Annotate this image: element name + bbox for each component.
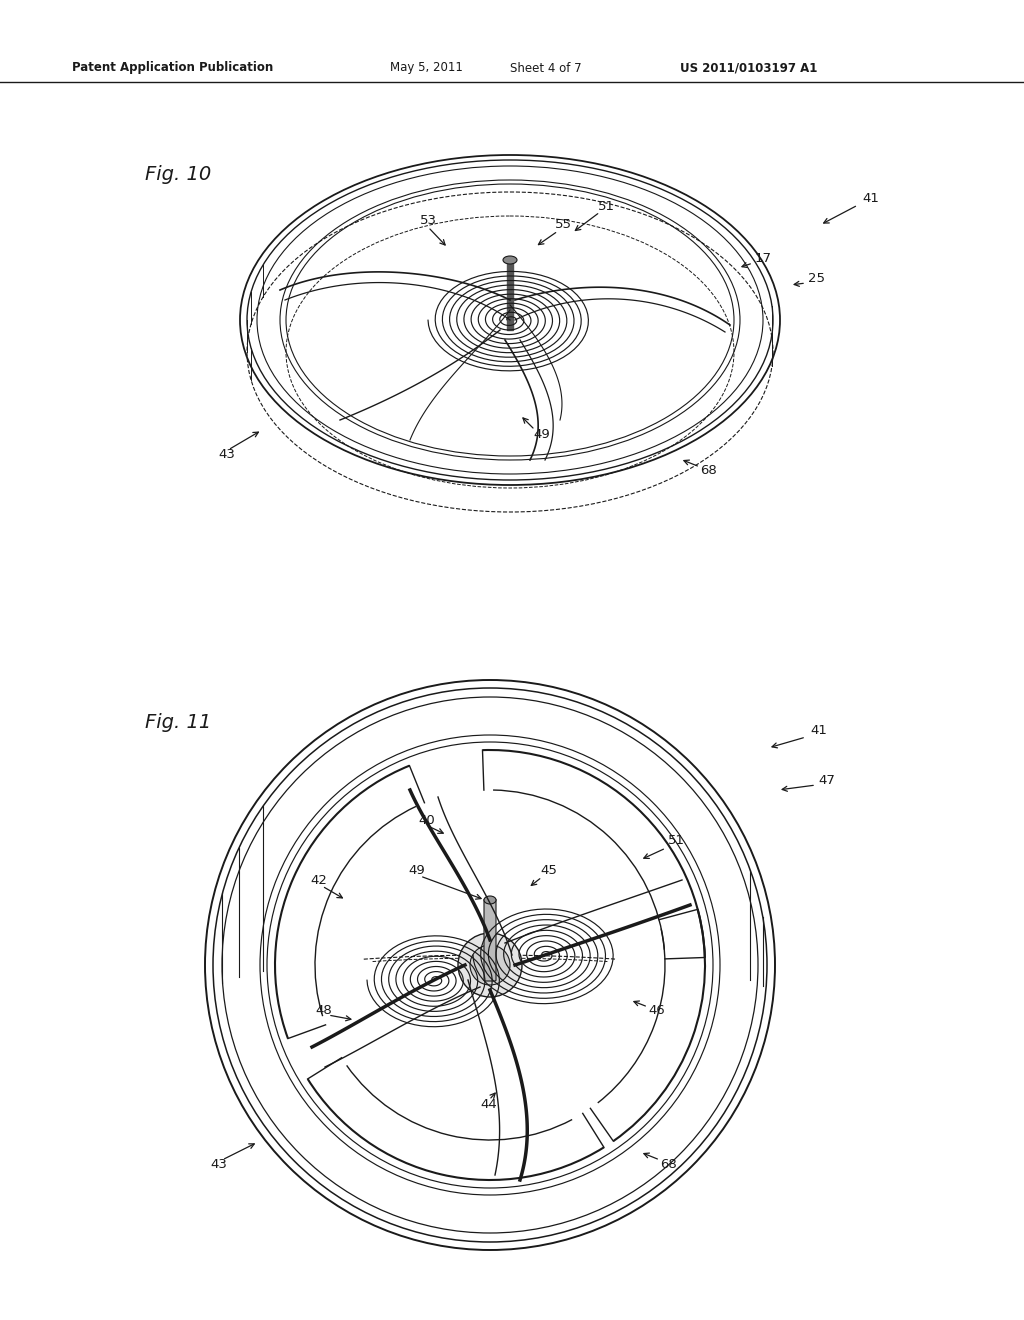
Text: 55: 55 bbox=[555, 219, 572, 231]
Text: 25: 25 bbox=[808, 272, 825, 285]
Text: Fig. 11: Fig. 11 bbox=[145, 713, 211, 731]
Text: 17: 17 bbox=[755, 252, 772, 264]
Text: 45: 45 bbox=[540, 863, 557, 876]
Text: 41: 41 bbox=[810, 723, 826, 737]
Text: 53: 53 bbox=[420, 214, 437, 227]
Text: 47: 47 bbox=[818, 774, 835, 787]
Text: 68: 68 bbox=[660, 1159, 677, 1172]
Text: 42: 42 bbox=[310, 874, 327, 887]
Text: Sheet 4 of 7: Sheet 4 of 7 bbox=[510, 62, 582, 74]
Text: 48: 48 bbox=[315, 1003, 332, 1016]
Text: Fig. 10: Fig. 10 bbox=[145, 165, 211, 185]
FancyBboxPatch shape bbox=[484, 899, 496, 981]
Text: 51: 51 bbox=[668, 833, 685, 846]
Text: 40: 40 bbox=[418, 813, 435, 826]
Text: 44: 44 bbox=[480, 1098, 497, 1111]
Text: 46: 46 bbox=[648, 1003, 665, 1016]
Text: 49: 49 bbox=[408, 863, 425, 876]
Text: 51: 51 bbox=[598, 201, 615, 214]
Ellipse shape bbox=[484, 896, 496, 904]
Text: 68: 68 bbox=[700, 463, 717, 477]
Text: US 2011/0103197 A1: US 2011/0103197 A1 bbox=[680, 62, 817, 74]
Circle shape bbox=[470, 945, 510, 985]
Text: May 5, 2011: May 5, 2011 bbox=[390, 62, 463, 74]
Text: 43: 43 bbox=[210, 1159, 227, 1172]
Text: 43: 43 bbox=[218, 449, 234, 462]
Text: Patent Application Publication: Patent Application Publication bbox=[72, 62, 273, 74]
Ellipse shape bbox=[503, 256, 517, 264]
Polygon shape bbox=[507, 260, 513, 330]
Circle shape bbox=[458, 933, 522, 997]
Text: 49: 49 bbox=[534, 429, 550, 441]
Text: 41: 41 bbox=[862, 191, 879, 205]
